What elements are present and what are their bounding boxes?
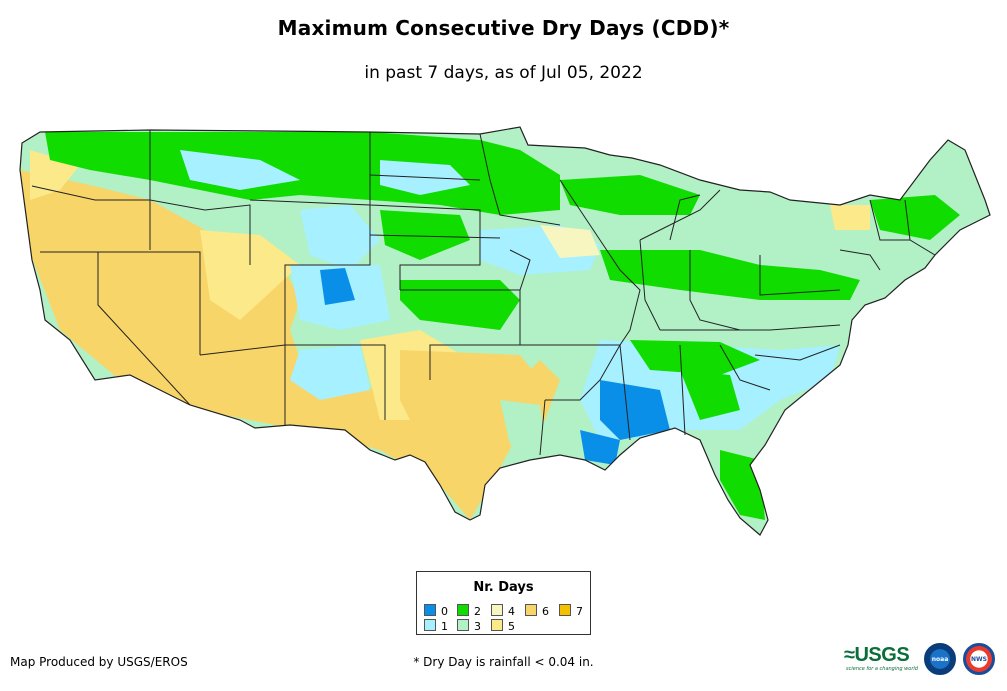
- legend-label: 5: [508, 620, 515, 633]
- legend-label: 7: [576, 605, 583, 618]
- legend-swatch: [424, 604, 436, 616]
- legend-label: 2: [474, 605, 481, 618]
- map-subtitle: in past 7 days, as of Jul 05, 2022: [364, 63, 643, 83]
- legend-swatch: [559, 604, 571, 616]
- legend-label: 6: [542, 605, 549, 618]
- map-credit: Map Produced by USGS/EROS: [10, 655, 188, 669]
- usgs-logo: ≈USGS: [844, 644, 910, 666]
- legend-label: 0: [441, 605, 448, 618]
- legend: Nr. Days 0 1 2 3 4 5 6 7: [416, 571, 591, 635]
- legend-label: 3: [474, 620, 481, 633]
- dry-days-fill: [20, 127, 990, 535]
- legend-swatch: [491, 604, 503, 616]
- legend-item: 2: [457, 604, 481, 618]
- legend-item: 5: [491, 619, 515, 633]
- map-title: Maximum Consecutive Dry Days (CDD)*: [277, 16, 730, 40]
- dry-day-footnote: * Dry Day is rainfall < 0.04 in.: [413, 655, 594, 669]
- nws-logo: NWS: [963, 643, 995, 675]
- legend-item: 6: [525, 604, 549, 618]
- legend-swatch: [491, 619, 503, 631]
- usgs-tagline: science for a changing world: [846, 666, 918, 672]
- legend-item: 7: [559, 604, 583, 618]
- legend-label: 4: [508, 605, 515, 618]
- legend-title: Nr. Days: [473, 580, 534, 595]
- noaa-logo: noaa: [924, 643, 956, 675]
- legend-label: 1: [441, 620, 448, 633]
- legend-swatch: [457, 619, 469, 631]
- legend-swatch: [424, 619, 436, 631]
- legend-swatch: [525, 604, 537, 616]
- legend-swatch: [457, 604, 469, 616]
- legend-item: 1: [424, 619, 448, 633]
- us-cdd-map: [19, 126, 991, 536]
- legend-item: 4: [491, 604, 515, 618]
- state-borders: [19, 126, 991, 536]
- nws-logo-text: NWS: [971, 655, 987, 663]
- legend-item: 3: [457, 619, 481, 633]
- noaa-logo-text: noaa: [931, 655, 949, 663]
- legend-item: 0: [424, 604, 448, 618]
